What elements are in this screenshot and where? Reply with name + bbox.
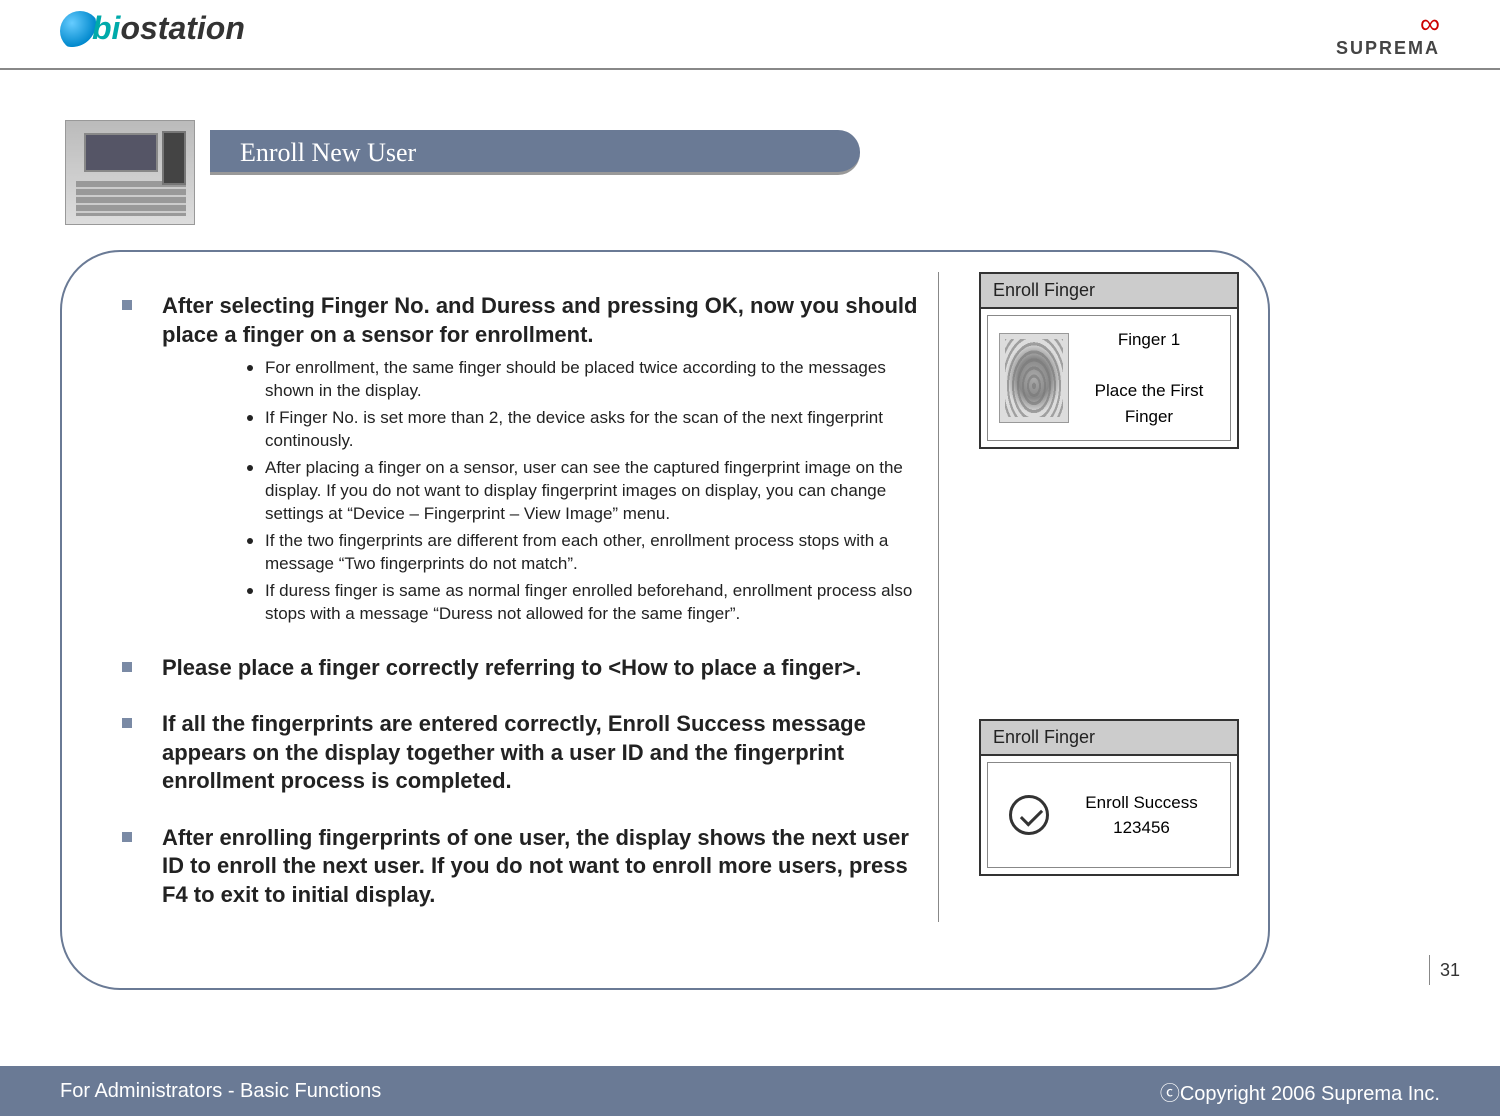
sub-0-3: If the two fingerprints are different fr… <box>265 530 922 576</box>
dot-icon <box>247 415 253 421</box>
checkmark-icon <box>1009 795 1049 835</box>
square-bullet-icon <box>122 662 132 672</box>
screen1-title: Enroll Finger <box>981 274 1237 309</box>
suprema-text: SUPREMA <box>1336 38 1440 59</box>
bullet-block-3: After enrolling fingerprints of one user… <box>122 824 922 910</box>
screen2-line2: 123456 <box>1064 815 1219 841</box>
bullet-block-1: Please place a finger correctly referrin… <box>122 654 922 683</box>
square-bullet-icon <box>122 718 132 728</box>
screen2-line1: Enroll Success <box>1064 790 1219 816</box>
sub-0-1: If Finger No. is set more than 2, the de… <box>265 407 922 453</box>
infinity-icon: ∞ <box>1336 10 1440 38</box>
page-footer: For Administrators - Basic Functions ⓒCo… <box>0 1066 1500 1116</box>
screen1-line2: Place the First Finger <box>1079 378 1219 429</box>
screen-enroll-finger-1: Enroll Finger Finger 1 Place the First F… <box>979 272 1239 449</box>
square-bullet-icon <box>122 832 132 842</box>
screen2-text: Enroll Success 123456 <box>1064 790 1219 841</box>
sub-list-0: For enrollment, the same finger should b… <box>247 357 922 625</box>
logo-rest: ostation <box>120 10 244 46</box>
logo-biostation: biostation <box>60 10 245 51</box>
logo-suprema: ∞ SUPREMA <box>1336 10 1440 59</box>
square-bullet-icon <box>122 300 132 310</box>
screen-enroll-finger-2: Enroll Finger Enroll Success 123456 <box>979 719 1239 876</box>
footer-right: ⓒCopyright 2006 Suprema Inc. <box>1160 1077 1440 1106</box>
bullet-head-1: Please place a finger correctly referrin… <box>162 654 861 683</box>
content-panel: After selecting Finger No. and Duress an… <box>60 250 1270 990</box>
bullet-block-0: After selecting Finger No. and Duress an… <box>122 292 922 626</box>
device-keypad <box>76 181 186 216</box>
dot-icon <box>247 365 253 371</box>
section-title: Enroll New User <box>210 130 860 175</box>
bullet-head-2: If all the fingerprints are entered corr… <box>162 710 922 796</box>
device-thumbnail <box>65 120 195 225</box>
footer-left: For Administrators - Basic Functions <box>60 1080 381 1103</box>
bullet-block-2: If all the fingerprints are entered corr… <box>122 710 922 796</box>
bullet-head-0: After selecting Finger No. and Duress an… <box>162 292 922 349</box>
screen1-text: Finger 1 Place the First Finger <box>1079 327 1219 429</box>
screen1-line1: Finger 1 <box>1079 327 1219 353</box>
page-number: 31 <box>1429 955 1460 985</box>
sub-0-4: If duress finger is same as normal finge… <box>265 580 922 626</box>
dot-icon <box>247 538 253 544</box>
screen2-title: Enroll Finger <box>981 721 1237 756</box>
page-header: biostation ∞ SUPREMA <box>0 0 1500 70</box>
bullet-head-3: After enrolling fingerprints of one user… <box>162 824 922 910</box>
side-column: Enroll Finger Finger 1 Place the First F… <box>938 272 1218 922</box>
main-column: After selecting Finger No. and Duress an… <box>122 292 922 938</box>
fingerprint-icon <box>999 333 1069 423</box>
sub-0-2: After placing a finger on a sensor, user… <box>265 457 922 526</box>
dot-icon <box>247 465 253 471</box>
logo-bi: bi <box>92 10 120 46</box>
dot-icon <box>247 588 253 594</box>
sub-0-0: For enrollment, the same finger should b… <box>265 357 922 403</box>
